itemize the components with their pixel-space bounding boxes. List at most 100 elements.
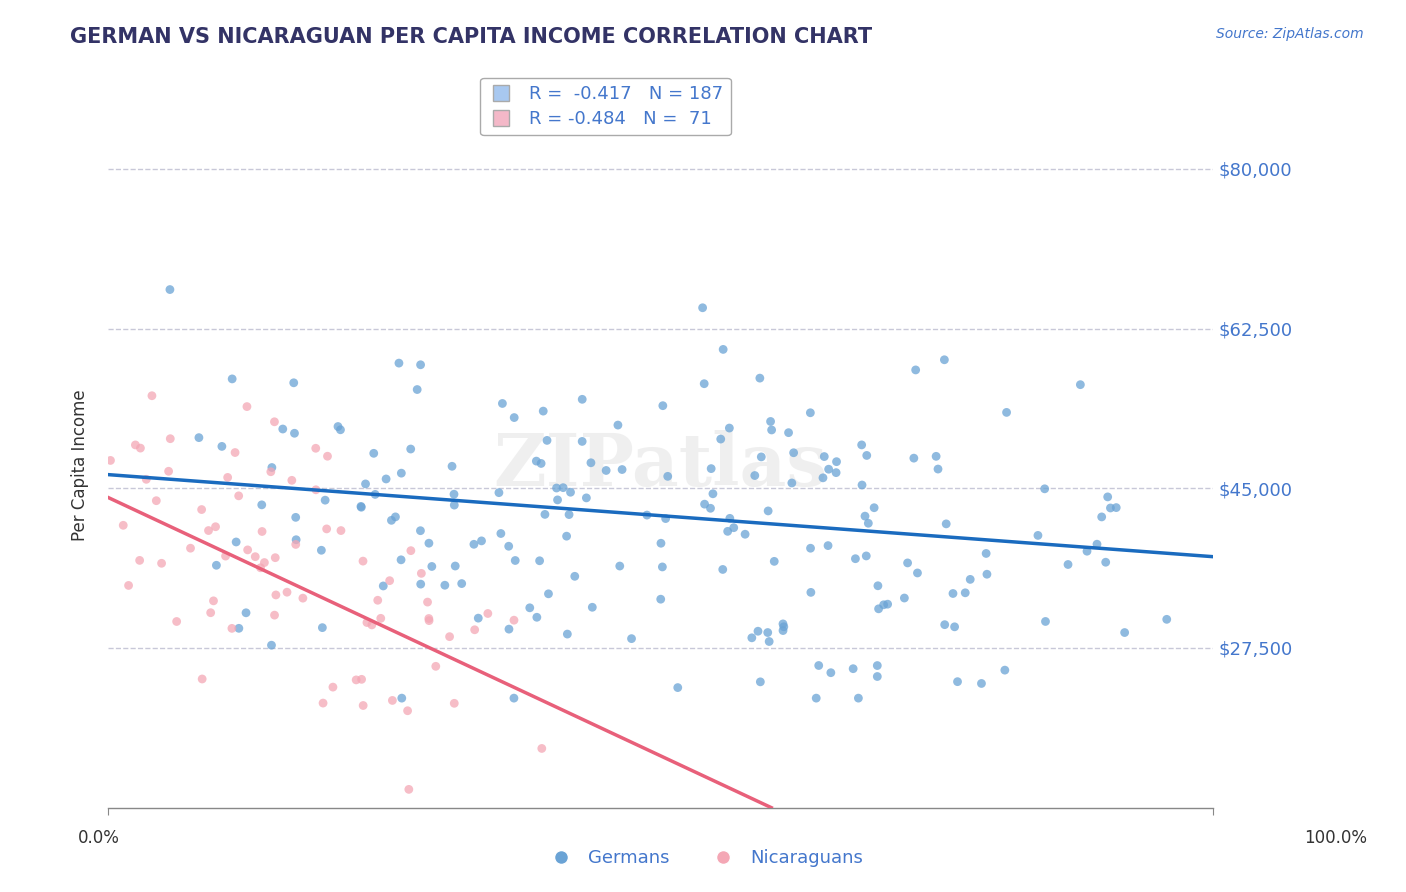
Point xyxy=(759,414,782,428)
Point xyxy=(636,508,658,522)
Point xyxy=(526,610,548,624)
Point xyxy=(553,481,575,495)
Point xyxy=(489,526,512,541)
Point xyxy=(800,585,823,599)
Point xyxy=(866,579,889,593)
Point xyxy=(373,579,395,593)
Point xyxy=(444,559,467,574)
Point xyxy=(547,492,569,507)
Point xyxy=(356,615,378,630)
Point xyxy=(433,578,456,592)
Point xyxy=(772,616,794,631)
Point xyxy=(350,673,373,687)
Point xyxy=(418,536,440,550)
Text: 0.0%: 0.0% xyxy=(77,830,120,847)
Point xyxy=(443,487,465,501)
Point xyxy=(748,371,770,385)
Point xyxy=(370,611,392,625)
Point xyxy=(305,442,328,456)
Point xyxy=(813,450,835,464)
Point xyxy=(245,549,267,564)
Point xyxy=(564,569,586,583)
Point xyxy=(204,520,226,534)
Point xyxy=(250,524,273,539)
Point xyxy=(799,406,821,420)
Point xyxy=(314,493,336,508)
Point xyxy=(264,550,287,565)
Point xyxy=(276,585,298,599)
Point xyxy=(723,521,745,535)
Point xyxy=(322,680,344,694)
Point xyxy=(806,691,828,706)
Point xyxy=(214,549,236,563)
Point xyxy=(811,471,834,485)
Point xyxy=(352,554,374,568)
Point xyxy=(1097,490,1119,504)
Point xyxy=(236,400,259,414)
Point xyxy=(946,674,969,689)
Text: 100.0%: 100.0% xyxy=(1305,830,1367,847)
Point xyxy=(876,597,898,611)
Point xyxy=(145,493,167,508)
Point xyxy=(315,522,337,536)
Point xyxy=(904,363,927,377)
Point xyxy=(651,399,673,413)
Point xyxy=(380,513,402,527)
Point xyxy=(312,696,335,710)
Point xyxy=(391,691,413,706)
Point xyxy=(470,533,492,548)
Point xyxy=(620,632,643,646)
Point xyxy=(817,539,839,553)
Point xyxy=(329,423,352,437)
Point xyxy=(651,560,673,574)
Point xyxy=(200,606,222,620)
Point xyxy=(409,577,432,591)
Point xyxy=(575,491,598,505)
Point xyxy=(863,500,886,515)
Point xyxy=(761,423,783,437)
Point xyxy=(995,405,1018,419)
Point xyxy=(1085,537,1108,551)
Point xyxy=(291,591,314,606)
Point xyxy=(364,487,387,501)
Point xyxy=(772,620,794,634)
Point xyxy=(927,462,949,476)
Point xyxy=(388,356,411,370)
Point xyxy=(350,500,373,515)
Point xyxy=(100,453,122,467)
Point xyxy=(416,595,439,609)
Point xyxy=(858,516,880,531)
Point xyxy=(217,470,239,484)
Point xyxy=(534,508,557,522)
Point xyxy=(825,466,848,480)
Point xyxy=(943,620,966,634)
Point xyxy=(352,698,374,713)
Point xyxy=(363,446,385,460)
Point xyxy=(488,485,510,500)
Point xyxy=(283,376,305,390)
Point xyxy=(955,586,977,600)
Legend: Germans, Nicaraguans: Germans, Nicaraguans xyxy=(536,842,870,874)
Point xyxy=(970,676,993,690)
Point xyxy=(851,478,873,492)
Point xyxy=(718,511,741,525)
Point xyxy=(503,410,526,425)
Point xyxy=(571,392,593,407)
Point xyxy=(378,574,401,588)
Point xyxy=(1094,555,1116,569)
Point xyxy=(711,562,734,576)
Point xyxy=(281,473,304,487)
Point xyxy=(763,554,786,568)
Point xyxy=(350,500,373,514)
Point xyxy=(848,691,870,706)
Point xyxy=(439,630,461,644)
Point xyxy=(197,524,219,538)
Point xyxy=(384,509,406,524)
Point xyxy=(441,459,464,474)
Point xyxy=(1076,544,1098,558)
Point xyxy=(326,419,349,434)
Point xyxy=(710,432,733,446)
Point xyxy=(409,358,432,372)
Point xyxy=(117,578,139,592)
Point xyxy=(799,541,821,556)
